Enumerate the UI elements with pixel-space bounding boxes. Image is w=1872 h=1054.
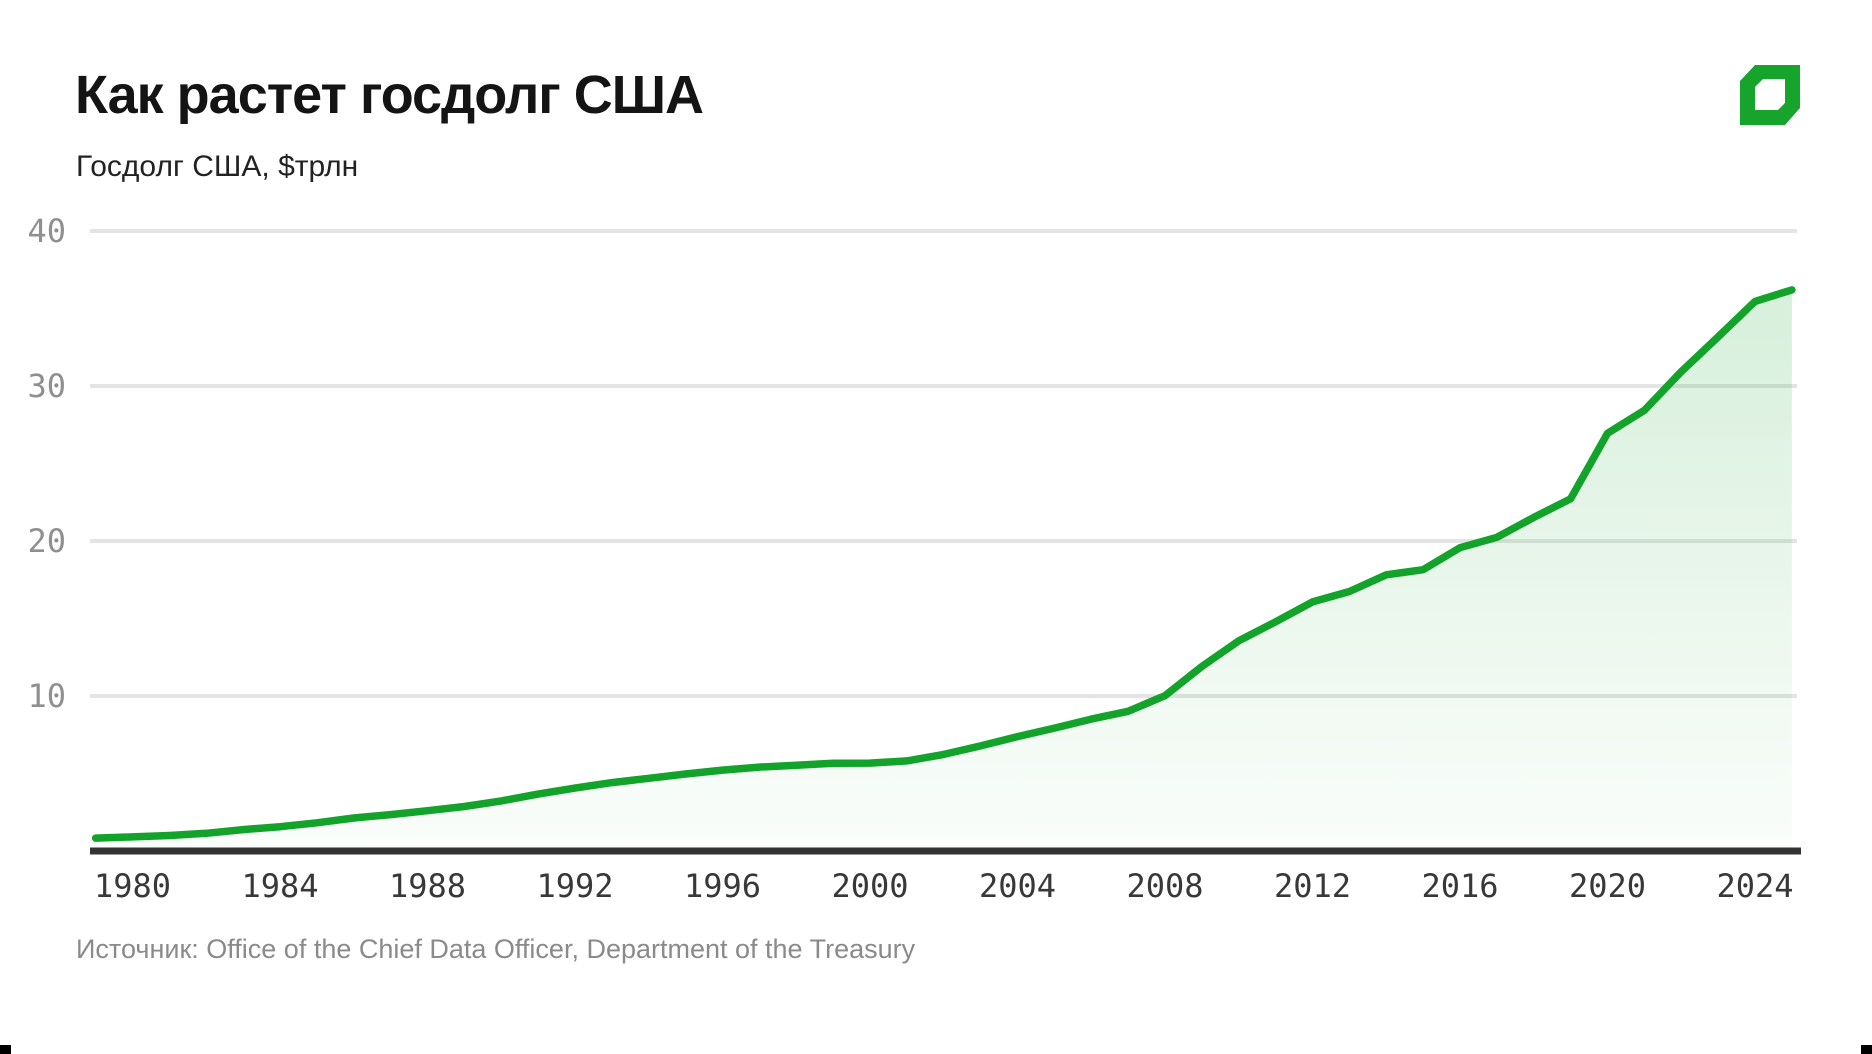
page-title: Как растет госдолг США: [75, 65, 704, 125]
x-tick-label-2016: 2016: [1421, 867, 1498, 905]
page-corner-mark-right: [1861, 1045, 1872, 1054]
x-tick-label-1984: 1984: [241, 867, 318, 905]
x-tick-label-2020: 2020: [1569, 867, 1646, 905]
page-corner-mark-left: [0, 1045, 11, 1054]
brand-logo-inner-shape: [1755, 79, 1785, 110]
x-tick-label-2008: 2008: [1126, 867, 1203, 905]
chart-subtitle: Госдолг США, $трлн: [76, 150, 359, 183]
y-tick-label-30: 30: [27, 367, 66, 405]
source-caption: Источник: Office of the Chief Data Offic…: [76, 934, 916, 964]
x-tick-label-2004: 2004: [979, 867, 1056, 905]
y-tick-label-10: 10: [27, 677, 66, 715]
x-tick-label-1980: 1980: [94, 867, 171, 905]
x-tick-label-2024: 2024: [1716, 867, 1793, 905]
brand-logo-icon: [1740, 65, 1800, 125]
x-tick-label-1996: 1996: [684, 867, 761, 905]
axis-layer: [90, 847, 1801, 855]
x-tick-label-1988: 1988: [389, 867, 466, 905]
x-tick-label-2000: 2000: [831, 867, 908, 905]
y-tick-label-20: 20: [27, 522, 66, 560]
x-axis-line: [90, 847, 1801, 855]
series-layer: [91, 286, 1796, 851]
y-tick-label-40: 40: [27, 212, 66, 250]
x-tick-label-1992: 1992: [536, 867, 613, 905]
debt-line: [91, 286, 1796, 842]
x-tick-label-2012: 2012: [1274, 867, 1351, 905]
tick-labels-layer: 40 30 20 10 1980 1984 1988 1992 1996 2000 2004 2008…: [27, 212, 1793, 905]
debt-area: [95, 289, 1792, 851]
